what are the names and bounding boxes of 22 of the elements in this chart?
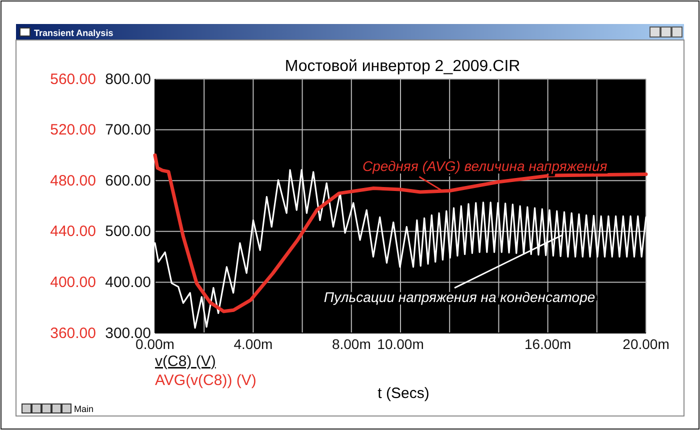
y2-tick-label: 560.00 [50,70,96,88]
chart-title: Мостовой инвертор 2_2009.CIR [284,58,520,75]
y-tick-label: 600.00 [105,172,151,190]
x-tick-label: 10.00m [377,336,424,352]
y-tick-label: 500.00 [105,223,151,240]
y2-tick-label: 480.00 [50,172,96,190]
series-label: v(C8) (V) [155,353,216,370]
x-tick-label: 4.00m [234,336,273,352]
x-tick-label: 20.00m [622,336,670,352]
y2-tick-label: 520.00 [50,122,96,139]
text: AVG(v(C8)) (V) [155,372,256,389]
y-tick-label: 800.00 [105,70,151,88]
x-tick-label: 16.00m [524,336,572,352]
x-axis-title: t (Secs) [378,385,430,402]
text: Main [74,404,94,414]
y-tick-label: 400.00 [105,274,151,291]
x-tick-label: 8.00m [332,336,371,352]
y2-tick-label: 360.00 [50,324,96,342]
y2-tick-label: 400.00 [50,274,96,291]
y-tick-label: 700.00 [105,122,151,139]
y2-tick-label: 440.00 [50,223,96,240]
text: Transient Analysis [34,28,114,38]
